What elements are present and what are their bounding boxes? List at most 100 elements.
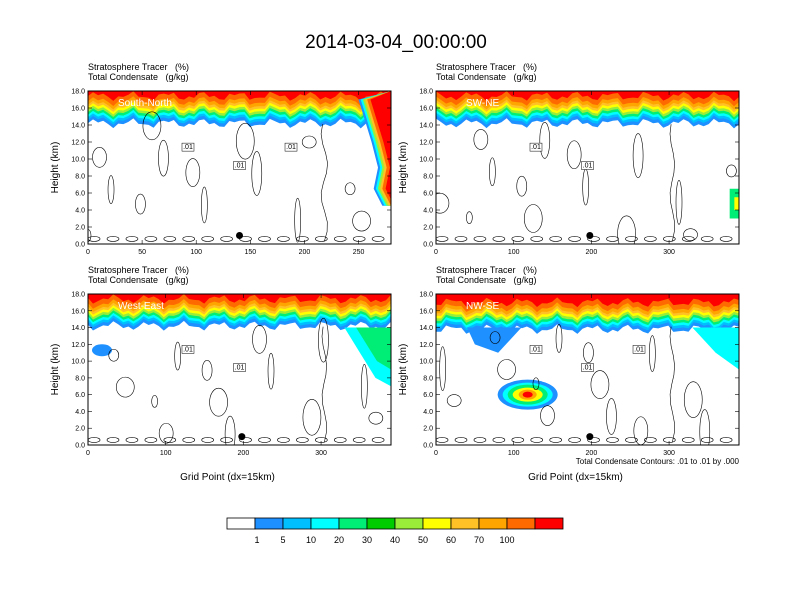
contour-low-1 [106,236,120,242]
tracer-band-9 [88,294,391,304]
x-tick-label-1: 100 [508,450,520,457]
contour-cell-13 [158,139,169,177]
colorbar-box-7 [422,517,452,530]
contour-low-15 [371,437,385,443]
y-tick-label-4: 8.0 [75,174,85,181]
y-tick-label-8: 16.0 [71,106,85,113]
contour-label-box-1 [581,161,594,170]
contour-cell-12 [489,157,496,187]
y-axis-label: Height (km) [50,344,61,396]
contour-cell-12 [107,175,115,204]
contour-low-5 [530,437,544,443]
panel-4-title-line2: Total Condensate (g/kg) [436,275,537,285]
colorbar-label-1: 5 [280,535,285,545]
y-tick-label-0: 0.0 [75,242,85,249]
panel-3-title-line2: Total Condensate (g/kg) [88,275,189,285]
contour-low-15 [719,236,733,242]
contour-cell-7 [142,111,162,141]
panel-label: SW-NE [466,98,499,109]
contour-low-3 [144,437,158,443]
colorbar-box-1 [254,517,284,530]
contour-tower [321,326,327,443]
contour-low-5 [182,236,196,242]
contour-low-4 [511,236,525,242]
contour-cell-6 [92,147,107,168]
shading-layer [436,91,739,219]
plot-frame [435,293,740,446]
contour-cell-10 [301,135,317,149]
contour-tower [669,124,675,242]
y-tick-label-2: 4.0 [423,208,433,215]
panel-1-title-line2: Total Condensate (g/kg) [88,72,189,82]
y-tick-label-9: 18.0 [419,89,433,96]
contour-low-4 [511,437,525,443]
contour-low-1 [106,437,120,443]
contour-low-13 [681,437,695,443]
x-tick-label-2: 100 [190,249,202,256]
tracer-band-9 [88,91,391,102]
contour-low-10 [277,236,290,242]
shading-layer [436,294,739,410]
y-tick-label-9: 18.0 [419,292,433,299]
contour-low-3 [492,236,506,242]
plot-frame [435,90,740,245]
tracer-band-9 [436,294,739,308]
panel-1-title-line1: Stratosphere Tracer (%) [88,62,190,72]
contour-label-2: .01 [634,346,644,353]
contour-cell-4 [361,363,368,409]
y-tick-label-0: 0.0 [423,242,433,249]
x-tick-label-4: 200 [299,249,311,256]
colorbar-label-4: 30 [362,535,372,545]
contour-low-2 [125,437,139,443]
contour-label-box-0 [529,345,543,354]
tracer-tongue [467,327,522,353]
contour-cell-5 [489,331,501,344]
contour-low-9 [606,437,619,443]
contour-low-4 [163,236,177,242]
contour-cell-2 [185,158,201,187]
colorbar-box-6 [394,517,424,530]
y-tick-label-9: 18.0 [71,292,85,299]
contour-low-4 [163,437,177,443]
contour-cell-13 [224,415,236,445]
contour-low-12 [315,236,328,242]
contour-low-13 [333,236,347,242]
contour-cell-13 [539,122,551,159]
x-tick-label-2: 200 [238,450,250,457]
contour-low-6 [201,437,214,443]
colorbar-label-8: 70 [474,535,484,545]
condensate-contours [436,122,737,244]
panel-label: NW-SE [466,301,499,312]
contour-cell-8 [649,335,656,372]
colorbar-box-8 [450,517,480,530]
y-tick-label-0: 0.0 [75,443,85,450]
tracer-lobe [692,327,739,370]
shading-layer [88,91,391,206]
colorbar-box-11 [534,517,564,530]
contour-cell-6 [540,405,555,426]
y-axis-label: Height (km) [398,142,409,194]
contour-low-7 [568,236,581,242]
colorbar-label-5: 40 [390,535,400,545]
x-tick-label-3: 300 [315,450,327,457]
contour-low-15 [371,236,385,242]
contour-low-10 [625,236,638,242]
contour-cell-7 [209,387,228,417]
y-tick-label-1: 2.0 [423,225,433,232]
y-tick-label-9: 18.0 [71,89,85,96]
contour-low-9 [258,437,271,443]
y-tick-label-2: 4.0 [75,409,85,416]
contour-low-9 [606,236,619,242]
panel-3: .01 .01 West-East 0.0 2.0 4.0 6.0 8.0 10.0 12.0 14… [50,292,392,483]
y-tick-label-7: 14.0 [71,123,85,130]
contour-cell-2 [252,324,267,354]
contour-label-box-1 [233,161,246,170]
y-axis-label: Height (km) [398,344,409,396]
contour-cell-3 [302,399,322,436]
contour-cell-11 [497,359,516,380]
condensate-contours [88,111,385,243]
contour-low-14 [700,236,714,242]
colorbar-label-0: 1 [254,535,259,545]
contour-cell-0 [151,395,158,408]
